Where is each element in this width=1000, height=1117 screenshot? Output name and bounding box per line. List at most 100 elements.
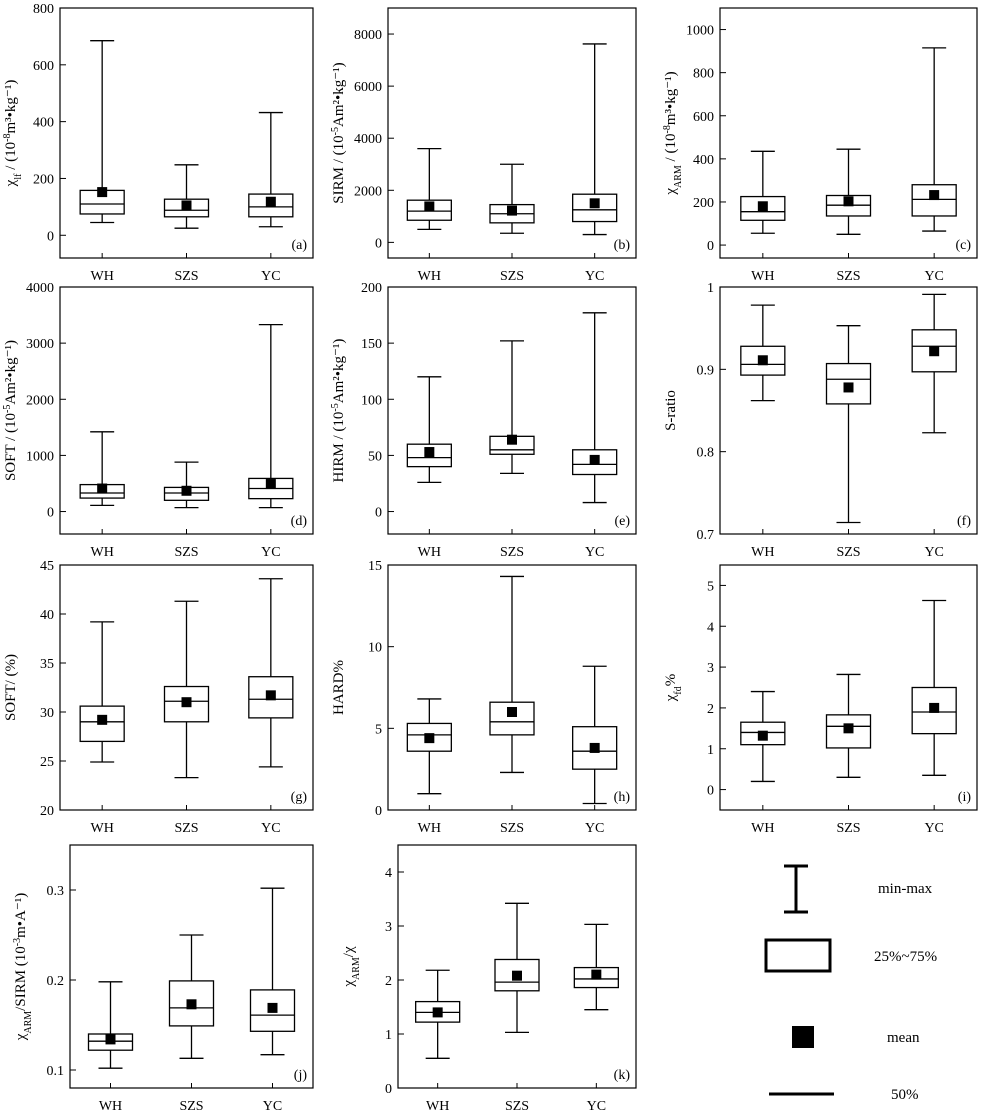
box-szs (825, 673, 872, 778)
y-tick-label: 0 (47, 229, 54, 244)
mean-marker (265, 196, 276, 207)
y-tick-label: 2 (385, 974, 392, 989)
x-tick-label: WH (91, 269, 114, 284)
mean-marker (97, 187, 108, 198)
y-tick-label: 2000 (26, 393, 54, 408)
iqr-box (163, 685, 210, 723)
y-tick-label: 800 (33, 2, 54, 17)
panel-d: 0 1000 2000 3000 4000 WH SZS YC (d) SOFT / (10-5A… (2, 281, 314, 560)
panel-label: (b) (614, 238, 631, 253)
x-tick-label: WH (91, 821, 114, 836)
box-szs (489, 340, 535, 475)
mean-marker (97, 714, 108, 725)
y-tick-label: 25 (40, 755, 54, 770)
y-tick-label: 5 (707, 579, 714, 594)
mean-marker (507, 434, 517, 445)
y-tick-label: 3 (707, 661, 714, 676)
y-tick-label: 10 (368, 641, 382, 656)
y-tick-label: 2000 (354, 184, 382, 199)
panel-i: 0 1 2 3 4 5 WH SZS YC (i) χfd% (663, 564, 978, 836)
x-tick-label: WH (426, 1099, 449, 1114)
x-tick-label: SZS (174, 269, 198, 284)
y-tick-label: 0 (47, 506, 54, 521)
box-szs (494, 902, 540, 1034)
panel-label: (e) (614, 514, 630, 529)
mean-marker (105, 1034, 116, 1045)
panel-a: 0 200 400 600 800 WH SZS YC (a) χlf / (10-8m³•kg⁻… (2, 2, 314, 284)
x-tick-label: SZS (500, 269, 524, 284)
box-szs (489, 163, 535, 234)
box-yc (911, 47, 957, 232)
y-axis-title: χfd% (663, 674, 684, 703)
x-tick-label: YC (924, 821, 943, 836)
panel-label: (g) (291, 790, 308, 805)
box-yc (572, 312, 618, 504)
x-tick-label: WH (751, 821, 774, 836)
y-tick-label: 50 (368, 449, 382, 464)
y-axis-title: SIRM / (10-5Am²•kg⁻¹) (330, 62, 348, 203)
y-tick-label: 45 (40, 559, 54, 574)
x-tick-label: WH (91, 545, 114, 560)
y-tick-label: 4 (385, 866, 392, 881)
mean-marker (929, 190, 940, 201)
y-tick-label: 800 (693, 67, 714, 82)
box-szs (163, 600, 210, 779)
y-tick-label: 2 (707, 702, 714, 717)
box-yc (572, 43, 618, 236)
box-szs (163, 461, 210, 509)
box-szs (489, 575, 535, 774)
x-tick-label: WH (418, 821, 441, 836)
mean-marker (267, 1002, 278, 1013)
x-tick-label: YC (585, 545, 604, 560)
mean-marker (843, 723, 854, 734)
y-tick-label: 1000 (26, 449, 54, 464)
mean-marker (424, 201, 435, 212)
y-tick-label: 4 (707, 620, 714, 635)
y-tick-label: 20 (40, 804, 54, 819)
mean-marker (843, 382, 854, 393)
y-tick-label: 0 (375, 236, 382, 251)
x-tick-label: SZS (174, 545, 198, 560)
panel-label: (k) (614, 1068, 631, 1083)
box-yc (248, 111, 294, 228)
x-tick-label: YC (261, 269, 280, 284)
mean-marker (589, 198, 600, 209)
panel-label: (i) (958, 790, 972, 805)
y-tick-label: 5 (375, 722, 382, 737)
y-axis-title: χARM/χ (341, 946, 362, 988)
mean-marker (757, 201, 768, 212)
legend-iqr-label: 25%~75% (874, 949, 937, 965)
box-wh (740, 150, 786, 234)
legend-mean-label: mean (887, 1030, 920, 1046)
y-tick-label: 6000 (354, 80, 382, 95)
mean-marker (507, 205, 517, 216)
mean-marker (265, 479, 276, 490)
y-tick-label: 4000 (354, 132, 382, 147)
x-tick-label: SZS (836, 545, 860, 560)
y-tick-label: 200 (693, 196, 714, 211)
mean-marker (424, 447, 435, 458)
mean-marker (181, 697, 192, 708)
y-tick-label: 15 (368, 559, 382, 574)
box-wh (79, 40, 125, 224)
box-yc (911, 599, 957, 776)
panel-b: 0 2000 4000 6000 8000 WH SZS YC (b) SIRM / (10-5A… (330, 7, 637, 284)
mean-marker (843, 196, 854, 207)
panel-label: (c) (955, 238, 971, 253)
panel-j: 0.1 0.2 0.3 WH SZS YC (j) χARM/SIRM (10-3m•A⁻¹) (12, 844, 314, 1114)
x-tick-label: WH (99, 1099, 122, 1114)
panel-label: (f) (957, 514, 971, 529)
mean-marker (181, 485, 192, 496)
y-tick-label: 3000 (26, 337, 54, 352)
x-tick-label: YC (261, 545, 280, 560)
legend-minmax-label: min-max (878, 881, 933, 897)
y-tick-label: 8000 (354, 28, 382, 43)
y-axis-title: χARM / (10-8m³•kg⁻¹) (662, 71, 684, 195)
box-wh (79, 621, 125, 763)
y-axis-title: χlf / (10-8m³•kg⁻¹) (2, 80, 24, 188)
y-tick-label: 3 (385, 920, 392, 935)
y-tick-label: 600 (33, 59, 54, 74)
x-tick-label: YC (924, 269, 943, 284)
box-szs (168, 934, 215, 1059)
